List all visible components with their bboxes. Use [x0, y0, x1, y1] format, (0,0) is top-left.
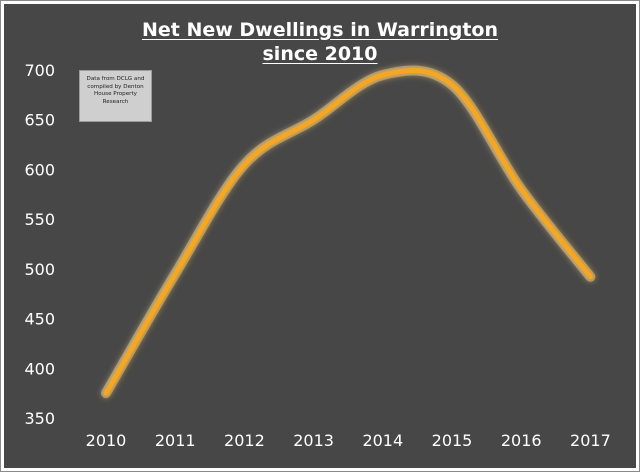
y-tick-label: 700	[24, 61, 55, 80]
chart-title: Net New Dwellings in Warrington since 20…	[4, 18, 636, 66]
x-tick-label: 2016	[501, 431, 542, 450]
y-tick-label: 400	[24, 359, 55, 378]
x-tick-label: 2011	[155, 431, 196, 450]
y-tick-label: 550	[24, 210, 55, 229]
x-tick-label: 2010	[86, 431, 127, 450]
series-line-glow	[101, 65, 596, 399]
y-tick-label: 650	[24, 111, 55, 130]
source-note: Data from DCLG and compiled by Denton Ho…	[79, 70, 152, 122]
y-tick-label: 350	[24, 409, 55, 428]
y-tick-label: 450	[24, 310, 55, 329]
x-tick-label: 2017	[570, 431, 611, 450]
x-tick-label: 2015	[432, 431, 473, 450]
x-tick-label: 2012	[224, 431, 265, 450]
chart-title-line2: since 2010	[262, 43, 378, 65]
chart-title-line1: Net New Dwellings in Warrington	[141, 19, 499, 41]
y-tick-label: 500	[24, 260, 55, 279]
y-tick-label: 600	[24, 160, 55, 179]
x-tick-label: 2014	[362, 431, 403, 450]
x-tick-label: 2013	[293, 431, 334, 450]
series-line	[103, 67, 593, 396]
